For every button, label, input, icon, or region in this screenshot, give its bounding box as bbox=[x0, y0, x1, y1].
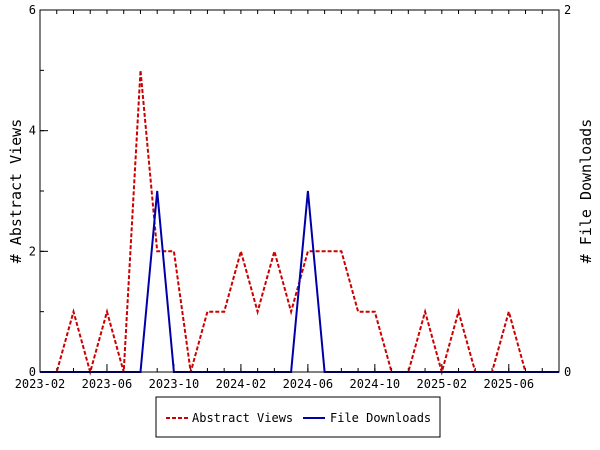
ticks-layer: 2023-02 2023-06 2023-10 2024-02 2024-06 2024-… bbox=[15, 3, 572, 391]
x-tick-label: 2024-06 bbox=[283, 377, 334, 391]
legend-box bbox=[155, 396, 441, 438]
plot-area-frame bbox=[39, 9, 560, 373]
y-tick-label: 6 bbox=[29, 3, 36, 17]
y-tick-label: 2 bbox=[29, 244, 36, 258]
series-line-abstract-views bbox=[40, 70, 559, 376]
x-tick-label: 2023-10 bbox=[149, 377, 200, 391]
x-tick-label: 2023-02 bbox=[15, 377, 66, 391]
y2-tick-label: 2 bbox=[564, 3, 571, 17]
legend-label-abstract-views: Abstract Views bbox=[192, 411, 293, 425]
y-tick-label: 0 bbox=[29, 365, 36, 379]
legend-label-file-downloads: File Downloads bbox=[330, 411, 431, 425]
series-line-file-downloads bbox=[40, 190, 559, 373]
x-tick-label: 2025-02 bbox=[417, 377, 468, 391]
x-tick-label: 2024-10 bbox=[350, 377, 401, 391]
legend: Abstract Views File Downloads bbox=[155, 396, 441, 438]
x-tick-label: 2023-06 bbox=[82, 377, 133, 391]
y2-tick-label: 0 bbox=[564, 365, 571, 379]
x-tick-label: 2025-06 bbox=[483, 377, 534, 391]
x-tick-label: 2024-02 bbox=[216, 377, 267, 391]
y2-axis-title: # File Downloads bbox=[577, 119, 595, 264]
series-layer bbox=[40, 70, 559, 376]
y-tick-label: 4 bbox=[29, 124, 36, 138]
y-axis-title: # Abstract Views bbox=[7, 119, 25, 264]
